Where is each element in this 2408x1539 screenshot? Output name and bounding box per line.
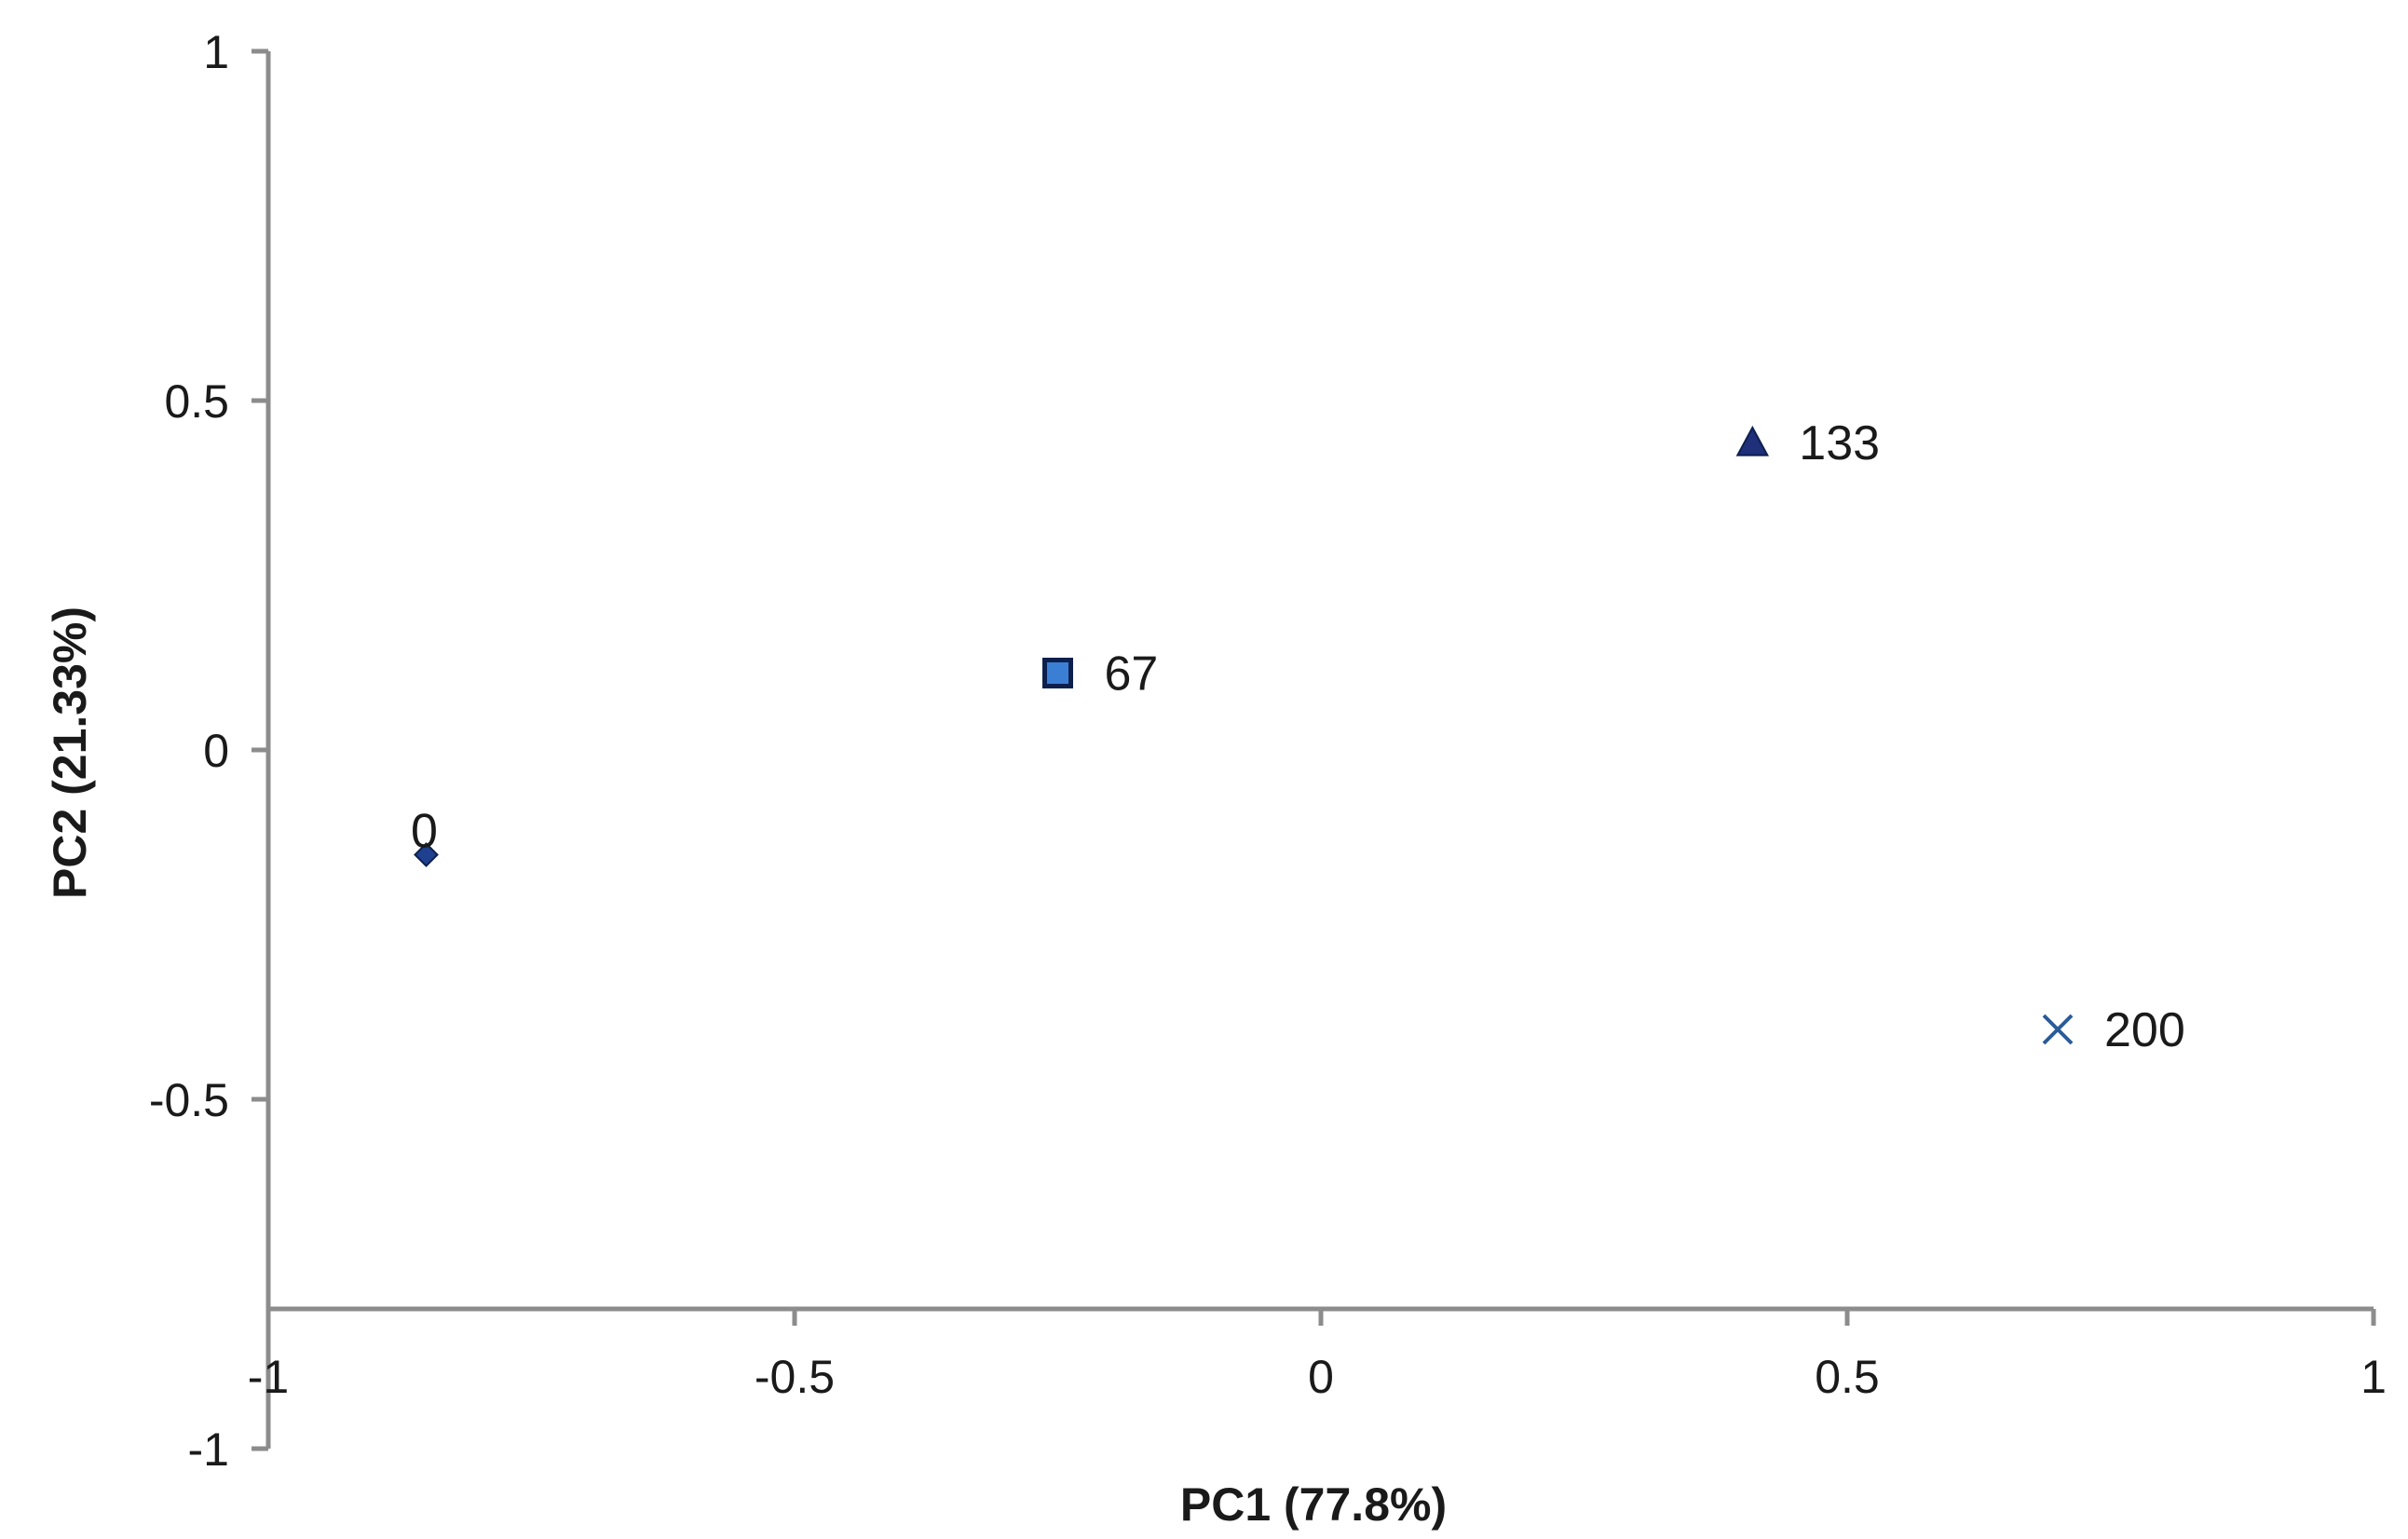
point-label: 67 <box>1105 647 1159 701</box>
y-tick-label: 0 <box>203 725 229 777</box>
diamond-marker <box>414 842 439 867</box>
x-axis-title: PC1 (77.8%) <box>1180 1478 1447 1531</box>
y-tick-label: -1 <box>188 1423 229 1476</box>
y-tick-label: 1 <box>203 26 229 78</box>
ticks-layer: 1 0.5 0 -0.5 -1 -1 -0.5 0 0.5 1 <box>149 26 2387 1476</box>
triangle-marker <box>1735 425 1769 456</box>
x-tick-label: -1 <box>248 1351 289 1403</box>
x-tick-label: 0.5 <box>1815 1351 1880 1403</box>
data-point-0: 0 <box>411 805 439 867</box>
y-tick-label: -0.5 <box>149 1074 229 1126</box>
data-point-200: 200 <box>2042 1003 2185 1057</box>
x-tick-label: 0 <box>1308 1351 1334 1403</box>
x-tick-label: 1 <box>2360 1351 2387 1403</box>
y-axis-title: PC2 (21.33%) <box>44 606 96 899</box>
point-label: 133 <box>1799 416 1880 470</box>
data-point-133: 133 <box>1735 416 1880 470</box>
square-marker <box>1042 658 1073 688</box>
x-marker-stroke <box>2042 1014 2074 1045</box>
axes-layer <box>265 51 2374 1449</box>
x-tick-label: -0.5 <box>755 1351 835 1403</box>
points-layer: 0 67 133 200 <box>411 416 2185 1057</box>
point-label: 0 <box>411 805 438 859</box>
point-label: 200 <box>2104 1003 2185 1057</box>
data-point-67: 67 <box>1042 647 1159 701</box>
y-tick-label: 0.5 <box>164 375 229 428</box>
